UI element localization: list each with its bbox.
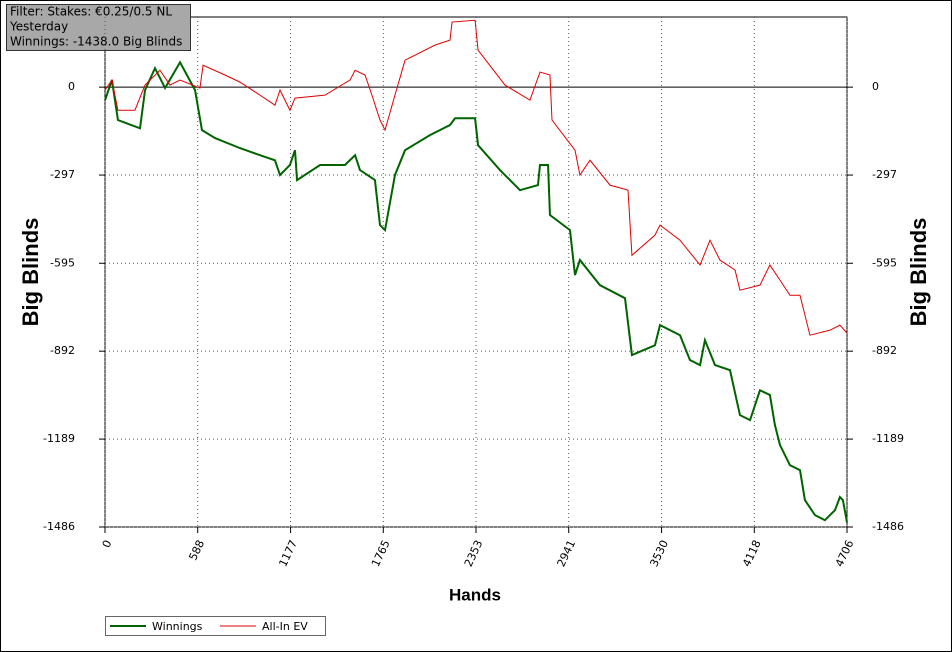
info-line: Filter: Stakes: €0.25/0.5 NL (10, 5, 172, 19)
x-tick-label: 0 (100, 538, 115, 550)
info-box (6, 4, 191, 51)
y-tick-label: -1486 (43, 520, 75, 533)
y-tick-label-right: 0 (872, 80, 879, 93)
y-tick-label: -1189 (43, 432, 75, 445)
info-line: Winnings: -1438.0 Big Blinds (10, 35, 182, 49)
y-tick-label: 0 (68, 80, 75, 93)
y-tick-label-right: -595 (872, 256, 897, 269)
series-line (104, 60, 848, 523)
info-line: Yesterday (9, 20, 68, 34)
series-line (104, 19, 848, 336)
y-axis-title-right: Big Blinds (906, 218, 931, 327)
y-tick-label-right: -892 (872, 344, 897, 357)
x-axis-title: Hands (449, 585, 501, 604)
y-tick-label-right: -297 (872, 168, 897, 181)
legend-label: All-In EV (262, 620, 308, 633)
y-axis-title: Big Blinds (18, 218, 43, 327)
y-tick-label: -892 (50, 344, 75, 357)
y-tick-label: -595 (50, 256, 75, 269)
y-tick-label-right: -1189 (872, 432, 904, 445)
legend (105, 616, 326, 636)
legend-label: Winnings (152, 620, 203, 633)
y-tick-label: -297 (50, 168, 75, 181)
y-tick-label-right: -1486 (872, 520, 904, 533)
